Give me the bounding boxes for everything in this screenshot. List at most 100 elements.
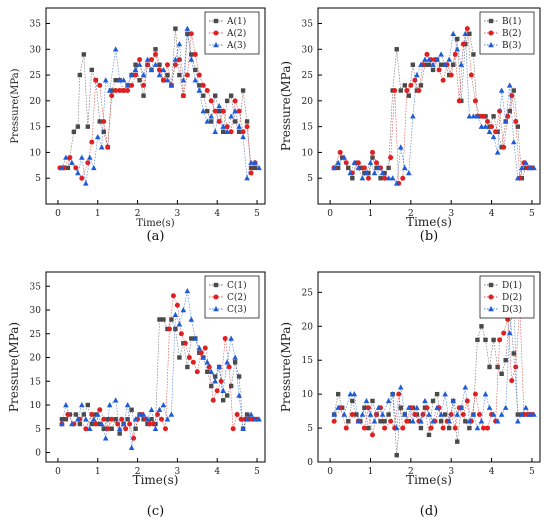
- data-point: [222, 336, 228, 341]
- x-tick-label: 0: [327, 209, 333, 219]
- data-point: [494, 149, 501, 155]
- data-point: [93, 421, 99, 427]
- data-point: [497, 108, 503, 114]
- data-point: [458, 61, 465, 67]
- x-axis-title: Time(s): [406, 215, 452, 229]
- x-tick-label: 2: [135, 209, 141, 219]
- y-tick-label: 0: [307, 458, 313, 468]
- data-point: [148, 406, 155, 412]
- data-point: [178, 331, 184, 337]
- data-point: [470, 113, 477, 119]
- legend-marker: [488, 282, 494, 288]
- data-point: [331, 411, 337, 417]
- data-point: [365, 175, 371, 181]
- x-tick-label: 1: [368, 209, 374, 219]
- data-point: [440, 77, 446, 83]
- data-point: [141, 93, 146, 98]
- data-point: [460, 41, 466, 47]
- data-point: [408, 82, 414, 88]
- data-point: [438, 51, 444, 57]
- data-point: [494, 418, 501, 424]
- data-point: [466, 113, 473, 119]
- data-point: [452, 425, 458, 431]
- data-point: [493, 129, 499, 135]
- data-point: [232, 119, 238, 124]
- data-point: [83, 180, 89, 186]
- x-axis-title: Time(s): [406, 473, 452, 487]
- data-point: [248, 159, 254, 165]
- data-point: [59, 421, 65, 427]
- data-point: [87, 154, 93, 160]
- data-point: [389, 391, 396, 397]
- data-point: [350, 398, 355, 404]
- data-point: [382, 170, 387, 176]
- data-point: [228, 335, 234, 341]
- data-point: [176, 41, 183, 47]
- data-point: [252, 416, 258, 422]
- data-point: [370, 155, 375, 160]
- y-tick-label: 10: [302, 390, 314, 400]
- x-axis-title: Time(s): [136, 218, 174, 229]
- legend-marker: [488, 306, 494, 312]
- data-point: [224, 98, 230, 104]
- data-point: [389, 175, 396, 181]
- data-point: [69, 159, 75, 165]
- data-point: [370, 398, 375, 404]
- data-point: [230, 426, 236, 432]
- data-point: [177, 355, 182, 360]
- data-point: [97, 119, 102, 124]
- data-point: [482, 123, 489, 129]
- data-point: [482, 391, 489, 397]
- data-point: [355, 164, 362, 171]
- data-point: [208, 98, 214, 104]
- data-point: [101, 118, 107, 124]
- data-point: [462, 30, 469, 36]
- y-tick-label: 10: [30, 148, 42, 158]
- data-point: [487, 364, 492, 370]
- data-point: [105, 426, 111, 432]
- data-point: [188, 316, 195, 322]
- data-point: [446, 425, 452, 431]
- data-point: [213, 93, 218, 98]
- data-point: [485, 425, 491, 431]
- y-axis-title: Pressure(MPa): [279, 322, 293, 412]
- data-point: [515, 418, 521, 424]
- data-point: [133, 72, 139, 78]
- data-point: [367, 411, 374, 417]
- data-point: [491, 114, 496, 119]
- data-point: [172, 62, 178, 68]
- x-tick-label: 4: [214, 467, 220, 477]
- data-point: [430, 67, 436, 73]
- data-point: [256, 416, 262, 422]
- data-point: [394, 47, 399, 52]
- data-point: [164, 62, 170, 68]
- data-point: [189, 52, 194, 57]
- x-tick-label: 4: [489, 467, 495, 477]
- data-point: [474, 113, 481, 119]
- data-point: [244, 175, 250, 181]
- data-point: [180, 307, 187, 313]
- data-point: [152, 425, 159, 431]
- data-point: [165, 72, 170, 78]
- data-point: [515, 175, 521, 181]
- data-point: [359, 175, 366, 181]
- chart-panel-a: 0 1 2 3 4 5 5 10 15 20 25 30 35 Time(s) Pressure(MPa) A…: [10, 7, 266, 244]
- data-point: [464, 398, 470, 404]
- data-point: [59, 164, 65, 171]
- data-point: [218, 378, 224, 384]
- data-point: [212, 378, 219, 384]
- data-point: [491, 337, 496, 343]
- data-point: [144, 416, 151, 422]
- data-point: [217, 108, 222, 114]
- data-point: [132, 66, 139, 73]
- data-point: [69, 421, 75, 427]
- series-line-2: [333, 28, 532, 185]
- data-point: [236, 129, 242, 134]
- data-point: [398, 405, 403, 410]
- data-point: [210, 397, 216, 403]
- data-point: [236, 392, 242, 398]
- data-point: [450, 397, 457, 404]
- data-point: [476, 412, 482, 417]
- data-point: [236, 123, 242, 129]
- data-point: [185, 31, 190, 36]
